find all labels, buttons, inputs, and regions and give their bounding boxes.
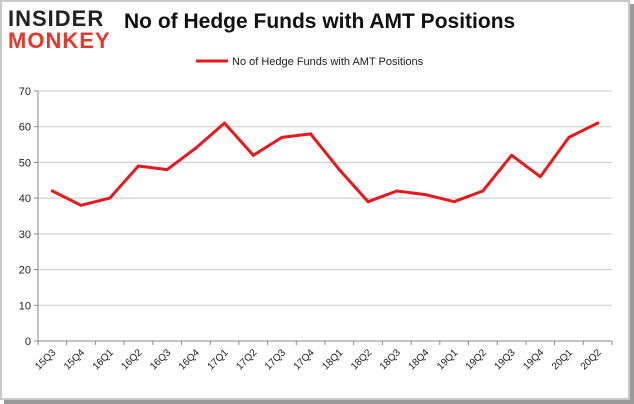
data-point-18Q1 <box>337 168 341 172</box>
y-tick-label-40: 40 <box>19 193 31 205</box>
data-point-19Q1 <box>452 200 456 204</box>
gridlines <box>34 90 612 342</box>
data-point-16Q2 <box>136 164 140 168</box>
data-point-18Q3 <box>395 189 399 193</box>
x-tick-label-18Q4: 18Q4 <box>406 347 431 372</box>
x-tick-label-19Q4: 19Q4 <box>521 347 546 372</box>
x-tick-label-19Q2: 19Q2 <box>464 347 489 372</box>
logo-line-1: INSIDER <box>8 6 105 31</box>
x-tick-label-17Q4: 17Q4 <box>292 347 317 372</box>
legend-label: No of Hedge Funds with AMT Positions <box>232 56 424 68</box>
x-tick-label-15Q3: 15Q3 <box>33 347 58 372</box>
data-point-18Q2 <box>366 200 370 204</box>
x-tick-label-18Q2: 18Q2 <box>349 347 374 372</box>
data-point-20Q2 <box>596 121 600 125</box>
y-tick-label-60: 60 <box>19 122 31 134</box>
x-tick-label-15Q4: 15Q4 <box>62 347 87 372</box>
x-tick-label-19Q1: 19Q1 <box>435 347 460 372</box>
x-tick-label-19Q3: 19Q3 <box>493 347 518 372</box>
data-point-19Q2 <box>481 189 485 193</box>
data-point-16Q3 <box>165 168 169 172</box>
data-point-16Q4 <box>194 146 198 150</box>
data-point-17Q4 <box>309 132 313 136</box>
y-tick-label-30: 30 <box>19 229 31 241</box>
data-point-17Q3 <box>280 135 284 139</box>
x-tick-label-17Q2: 17Q2 <box>234 347 259 372</box>
axes <box>37 91 612 342</box>
data-point-19Q3 <box>510 153 514 157</box>
data-point-15Q4 <box>79 203 83 207</box>
x-tick-label-16Q4: 16Q4 <box>177 347 202 372</box>
x-tick-label-20Q2: 20Q2 <box>579 347 604 372</box>
x-tick-label-18Q3: 18Q3 <box>378 347 403 372</box>
x-tick-label-16Q2: 16Q2 <box>119 347 144 372</box>
x-tick-label-17Q1: 17Q1 <box>206 347 231 372</box>
data-point-17Q1 <box>223 121 227 125</box>
logo-line-2: MONKEY <box>8 28 111 53</box>
y-tick-label-50: 50 <box>19 157 31 169</box>
series-lines <box>50 121 600 207</box>
series-line-0 <box>50 121 600 207</box>
x-tick-label-18Q1: 18Q1 <box>320 347 345 372</box>
x-tick-label-20Q1: 20Q1 <box>550 347 575 372</box>
x-tick-label-16Q1: 16Q1 <box>91 347 116 372</box>
data-point-19Q4 <box>538 175 542 179</box>
legend: No of Hedge Funds with AMT Positions <box>196 56 424 68</box>
x-tick-label-17Q3: 17Q3 <box>263 347 288 372</box>
x-tick-label-16Q3: 16Q3 <box>148 347 173 372</box>
y-tick-label-20: 20 <box>19 265 31 277</box>
insider-monkey-logo: INSIDER MONKEY <box>8 6 120 53</box>
data-point-15Q3 <box>50 189 54 193</box>
data-point-17Q2 <box>251 153 255 157</box>
y-tick-label-0: 0 <box>25 336 31 348</box>
data-point-20Q1 <box>567 135 571 139</box>
y-tick-label-10: 10 <box>19 300 31 312</box>
y-tick-label-70: 70 <box>19 86 31 98</box>
chart-title: No of Hedge Funds with AMT Positions <box>124 10 516 33</box>
data-point-18Q4 <box>423 193 427 197</box>
y-tick-labels: 0 10 20 30 40 50 60 70 <box>19 86 31 348</box>
x-tick-labels: 15Q3 15Q4 16Q1 16Q2 16Q3 16Q4 17Q1 17Q2 17Q3 17Q4… <box>33 341 613 372</box>
data-point-16Q1 <box>108 196 112 200</box>
